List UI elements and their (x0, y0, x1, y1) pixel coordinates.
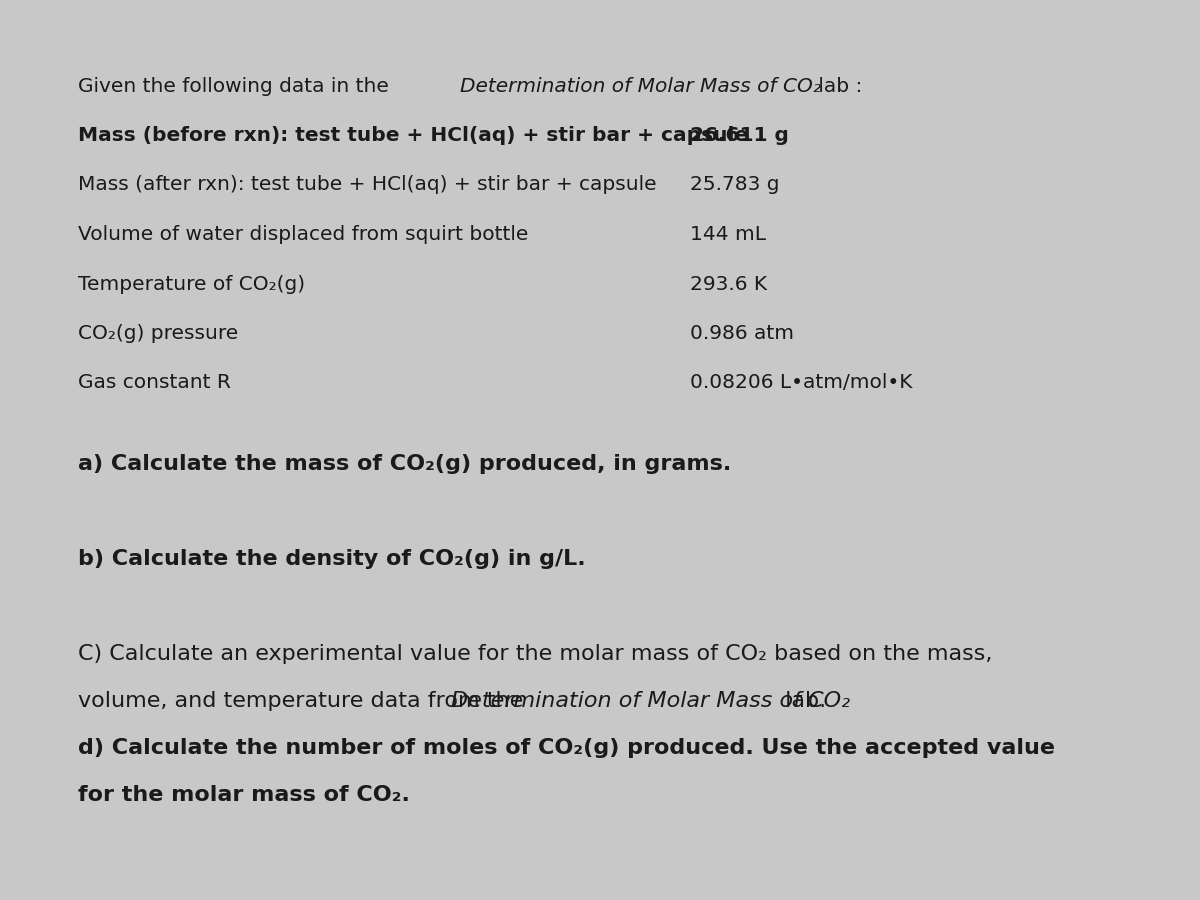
Text: a) Calculate the mass of CO₂(g) produced, in grams.: a) Calculate the mass of CO₂(g) produced… (78, 454, 731, 474)
Text: lab :: lab : (812, 76, 863, 95)
Text: 0.986 atm: 0.986 atm (690, 324, 794, 343)
Text: b) Calculate the density of CO₂(g) in g/L.: b) Calculate the density of CO₂(g) in g/… (78, 549, 586, 569)
Text: 26.611 g: 26.611 g (690, 126, 788, 145)
Text: Mass (after rxn): test tube + HCl(aq) + stir bar + capsule: Mass (after rxn): test tube + HCl(aq) + … (78, 176, 656, 194)
Text: 144 mL: 144 mL (690, 225, 766, 244)
Text: Given the following data in the: Given the following data in the (78, 76, 395, 95)
Text: Mass (before rxn): test tube + HCl(aq) + stir bar + capsule: Mass (before rxn): test tube + HCl(aq) +… (78, 126, 749, 145)
Text: lab.: lab. (778, 690, 826, 710)
Text: Gas constant R: Gas constant R (78, 374, 230, 392)
Text: C) Calculate an experimental value for the molar mass of CO₂ based on the mass,: C) Calculate an experimental value for t… (78, 644, 992, 663)
Text: 0.08206 L•atm/mol•K: 0.08206 L•atm/mol•K (690, 374, 912, 392)
Text: 25.783 g: 25.783 g (690, 176, 780, 194)
Text: Volume of water displaced from squirt bottle: Volume of water displaced from squirt bo… (78, 225, 528, 244)
Text: volume, and temperature data from the: volume, and temperature data from the (78, 690, 530, 710)
Text: for the molar mass of CO₂.: for the molar mass of CO₂. (78, 785, 410, 805)
Text: CO₂(g) pressure: CO₂(g) pressure (78, 324, 239, 343)
Text: d) Calculate the number of moles of CO₂(g) produced. Use the accepted value: d) Calculate the number of moles of CO₂(… (78, 738, 1055, 758)
Text: Determination of Molar Mass of CO₂: Determination of Molar Mass of CO₂ (451, 690, 851, 710)
Text: Temperature of CO₂(g): Temperature of CO₂(g) (78, 274, 305, 293)
Text: 293.6 K: 293.6 K (690, 274, 767, 293)
Text: Determination of Molar Mass of CO₂: Determination of Molar Mass of CO₂ (461, 76, 821, 95)
